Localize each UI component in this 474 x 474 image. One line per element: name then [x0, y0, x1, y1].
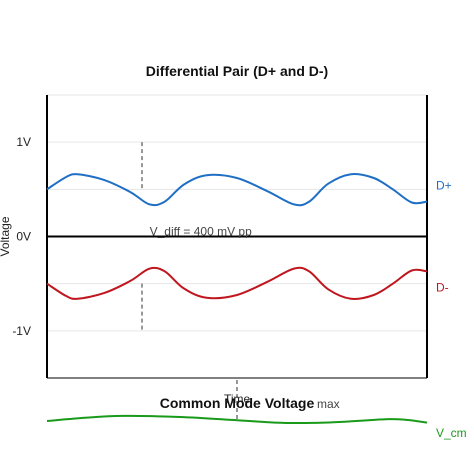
series-label: D+	[436, 178, 452, 192]
series-lines	[46, 173, 428, 300]
series-lines	[46, 414, 428, 425]
y-ticks: 1V 0V -1V	[12, 135, 31, 338]
cm-annotation: max	[317, 397, 340, 411]
y-tick-label: -1V	[12, 324, 31, 338]
cm-chart-title: Common Mode Voltage	[160, 395, 315, 411]
y-tick-label: 1V	[16, 135, 31, 149]
series-labels: D+ D-	[436, 178, 452, 294]
vdiff-annotation: V_diff = 400 mV pp	[150, 225, 253, 239]
series-label: D-	[436, 281, 449, 295]
series-line-d-minus	[46, 266, 428, 300]
common-mode-chart: Time max Common Mode Voltage V_cm	[46, 380, 467, 440]
y-tick-label: 0V	[16, 230, 31, 244]
chart-title: Differential Pair (D+ and D-)	[146, 63, 328, 79]
series-labels: V_cm	[436, 426, 467, 440]
series-line-v-cm	[46, 414, 428, 425]
y-axis-label: Voltage	[0, 216, 12, 256]
series-label: V_cm	[436, 426, 467, 440]
series-line-d-plus	[46, 173, 428, 207]
axes	[46, 95, 428, 379]
grid	[47, 94, 427, 332]
x-axis-label: Time	[224, 392, 251, 406]
differential-pair-chart: Differential Pair (D+ and D-) 1V 0V -1V V_…	[0, 63, 452, 379]
